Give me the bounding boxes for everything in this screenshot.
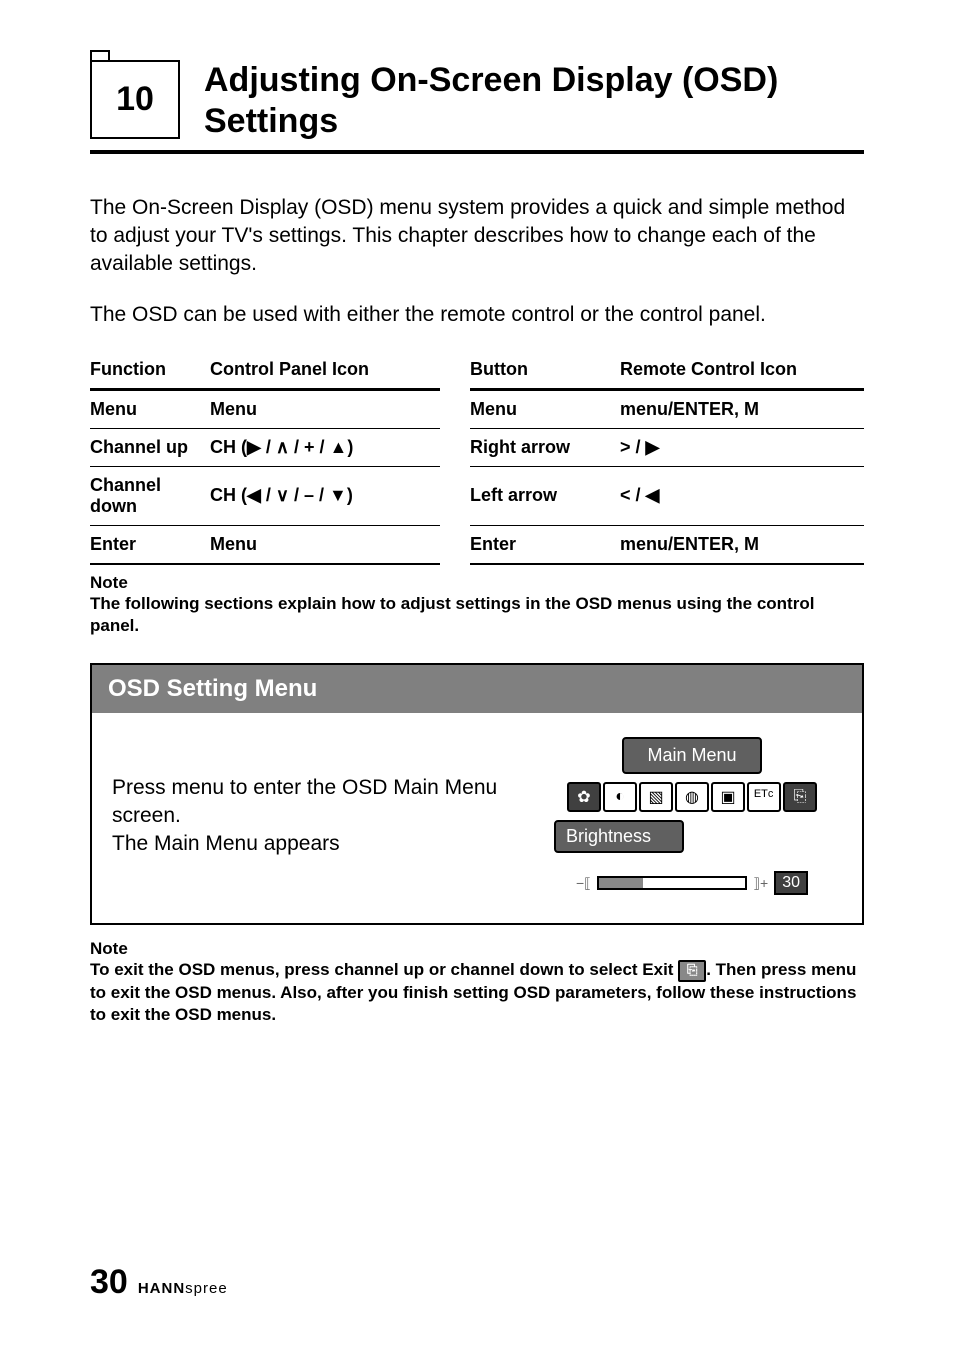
cell-button: Right arrow	[470, 428, 620, 466]
chapter-tab-notch	[90, 50, 110, 62]
th-function: Function	[90, 351, 210, 390]
note2-text: To exit the OSD menus, press channel up …	[90, 959, 864, 1026]
audio-icon: ◍	[675, 782, 709, 812]
color-icon: ▧	[639, 782, 673, 812]
chapter-number-box: 10	[90, 60, 180, 139]
brightness-label: Brightness	[554, 820, 684, 853]
chapter-title: Adjusting On-Screen Display (OSD) Settin…	[180, 60, 864, 142]
note1-text: The following sections explain how to ad…	[90, 593, 864, 637]
slider-minus-icon: −⟦	[576, 875, 591, 892]
slider-fill	[599, 878, 643, 888]
cell-button: Enter	[470, 525, 620, 564]
slider-row: −⟦ ⟧+ 30	[542, 871, 842, 895]
exit-inline-icon: ⎘	[678, 960, 706, 982]
cell-button: Menu	[470, 389, 620, 428]
intro-paragraph-1: The On-Screen Display (OSD) menu system …	[90, 194, 864, 279]
exit-icon: ⎘	[783, 782, 817, 812]
th-button: Button	[470, 351, 620, 390]
brand-bold: HANN	[138, 1280, 185, 1297]
cell-cp: CH (◀ / ∨ / – / ▼)	[210, 466, 440, 525]
contrast-icon: ◐	[603, 782, 637, 812]
cell-function: Menu	[90, 389, 210, 428]
cell-button: Left arrow	[470, 466, 620, 525]
osd-preview: Main Menu ✿ ◐ ▧ ◍ ▣ ᴱᵀᶜ ⎘ Brightness −⟦	[542, 737, 842, 895]
osd-setting-section: OSD Setting Menu Press menu to enter the…	[90, 663, 864, 925]
intro-paragraph-2: The OSD can be used with either the remo…	[90, 301, 864, 329]
note2-label: Note	[90, 939, 864, 959]
cell-remote: menu/ENTER, M	[620, 389, 864, 428]
etc-icon: ᴱᵀᶜ	[747, 782, 781, 812]
cell-remote: menu/ENTER, M	[620, 525, 864, 564]
cell-remote: < / ◀	[620, 466, 864, 525]
cell-remote: > / ▶	[620, 428, 864, 466]
cell-gap	[440, 428, 470, 466]
slider-value: 30	[774, 871, 808, 895]
slider-track	[597, 876, 747, 890]
cell-gap	[440, 389, 470, 428]
table-row: Channel up CH (▶ / ∧ / + / ▲) Right arro…	[90, 428, 864, 466]
main-menu-label: Main Menu	[622, 737, 762, 774]
table-row: Enter Menu Enter menu/ENTER, M	[90, 525, 864, 564]
brightness-icon: ✿	[567, 782, 601, 812]
chapter-number: 10	[116, 80, 154, 118]
brand-rest: spree	[185, 1280, 228, 1297]
cell-function: Channel up	[90, 428, 210, 466]
note1-label: Note	[90, 573, 864, 593]
section-body: Press menu to enter the OSD Main Menu sc…	[92, 713, 862, 923]
th-cp-icon: Control Panel Icon	[210, 351, 440, 390]
section-line1: Press menu to enter the OSD Main Menu sc…	[112, 776, 497, 827]
table-row: Menu Menu Menu menu/ENTER, M	[90, 389, 864, 428]
note2-before: To exit the OSD menus, press channel up …	[90, 960, 678, 979]
page-number: 30	[90, 1263, 128, 1302]
section-line2: The Main Menu appears	[112, 832, 340, 855]
section-header: OSD Setting Menu	[92, 665, 862, 713]
cell-function: Enter	[90, 525, 210, 564]
table-header-row: Function Control Panel Icon Button Remot…	[90, 351, 864, 390]
cell-gap	[440, 525, 470, 564]
chapter-underline	[90, 150, 864, 154]
section-instructions: Press menu to enter the OSD Main Menu sc…	[112, 774, 542, 859]
table-row: Channel down CH (◀ / ∨ / – / ▼) Left arr…	[90, 466, 864, 525]
osd-icon-row: ✿ ◐ ▧ ◍ ▣ ᴱᵀᶜ ⎘	[542, 782, 842, 812]
osd-controls-table: Function Control Panel Icon Button Remot…	[90, 351, 864, 565]
tv-icon: ▣	[711, 782, 745, 812]
slider-plus-icon: ⟧+	[753, 875, 768, 892]
cell-cp: Menu	[210, 389, 440, 428]
cell-function: Channel down	[90, 466, 210, 525]
th-remote-icon: Remote Control Icon	[620, 351, 864, 390]
cell-gap	[440, 466, 470, 525]
page-footer: 30 HANNspree	[90, 1263, 228, 1302]
th-gap	[440, 351, 470, 390]
cell-cp: Menu	[210, 525, 440, 564]
chapter-header: 10 Adjusting On-Screen Display (OSD) Set…	[90, 60, 864, 142]
brand-logo: HANNspree	[138, 1280, 228, 1297]
cell-cp: CH (▶ / ∧ / + / ▲)	[210, 428, 440, 466]
